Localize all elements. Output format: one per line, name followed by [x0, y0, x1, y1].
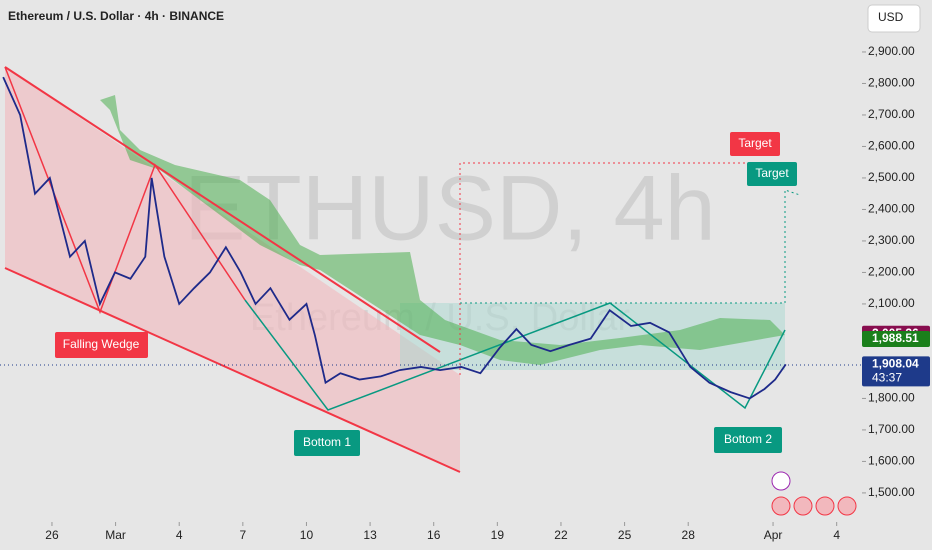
target-box-2: [460, 189, 801, 304]
y-tick-label: 1,800.00: [868, 391, 915, 405]
x-tick-label: 4: [176, 528, 183, 542]
price-label: 1,988.51: [872, 331, 919, 345]
price-label: 1,908.04: [872, 357, 919, 371]
label-box: [294, 430, 360, 456]
price-label-box: [862, 331, 930, 348]
annotation: Bottom 2: [724, 432, 772, 446]
y-tick-label: 2,500.00: [868, 170, 915, 184]
y-tick-label: 2,200.00: [868, 265, 915, 279]
currency-button[interactable]: [867, 4, 921, 33]
target-box: [459, 162, 785, 375]
label-box: [730, 132, 780, 156]
y-tick-label: 1,600.00: [868, 454, 915, 468]
annotation: Target: [738, 136, 772, 150]
y-tick-label: 2,600.00: [868, 139, 915, 153]
x-tick-label: 25: [618, 528, 632, 542]
y-tick-label: 2,300.00: [868, 233, 915, 247]
x-tick-label: 10: [300, 528, 314, 542]
label-box: [714, 427, 782, 453]
icons: [771, 471, 857, 516]
currency: USD: [878, 10, 904, 24]
y-tick-label: 1,700.00: [868, 422, 915, 436]
x-tick-label: 13: [363, 528, 377, 542]
x-tick-label: 4: [833, 528, 840, 542]
countdown: 43:37: [872, 371, 902, 385]
wedge-upper: [4, 66, 441, 353]
price-line: [2, 76, 787, 400]
annotation: Target: [755, 166, 789, 180]
label-box: [747, 162, 797, 186]
y-tick-label: 2,400.00: [868, 202, 915, 216]
x-tick-label: 28: [682, 528, 696, 542]
wedge-lower: [4, 267, 461, 473]
chart-title: Ethereum / U.S. Dollar · 4h · BINANCE: [8, 9, 224, 23]
y-tick-label: 2,900.00: [868, 44, 915, 58]
x-tick-label: 16: [427, 528, 441, 542]
y-tick-label: 2,100.00: [868, 296, 915, 310]
wedge-fill: [5, 67, 460, 472]
x-tick-label: Apr: [764, 528, 783, 542]
y-tick-label: 2,800.00: [868, 76, 915, 90]
label-box: [55, 332, 148, 358]
y-tick-label: 1,500.00: [868, 485, 915, 499]
price-axis: [862, 0, 932, 550]
annotation: Falling Wedge: [63, 337, 140, 351]
annotation: Bottom 1: [303, 435, 351, 449]
x-tick-label: 26: [45, 528, 59, 542]
x-tick-label: 7: [239, 528, 246, 542]
x-tick-label: 22: [554, 528, 568, 542]
ichimoku-cloud: [100, 95, 785, 365]
x-tick-label: 19: [491, 528, 505, 542]
price-label-box: [862, 356, 930, 387]
y-tick-label: 2,700.00: [868, 107, 915, 121]
x-tick-label: Mar: [105, 528, 126, 542]
